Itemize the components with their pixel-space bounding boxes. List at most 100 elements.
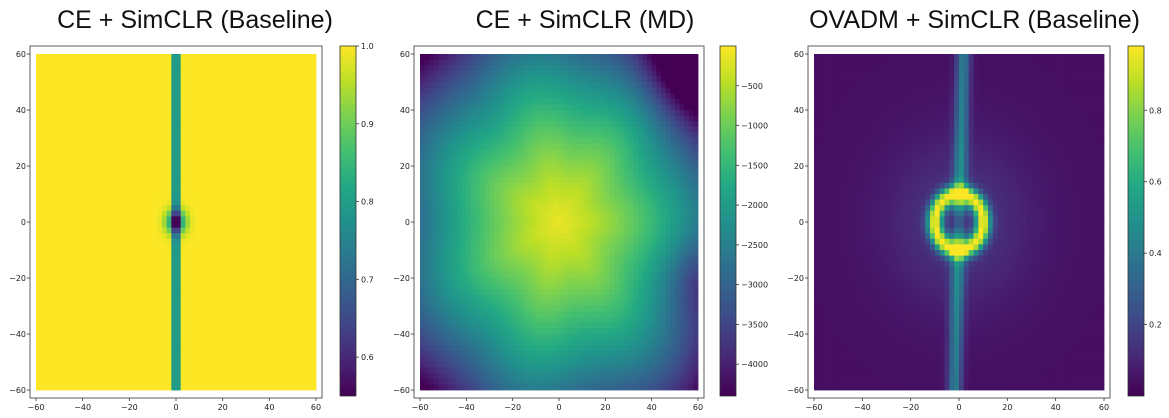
heatmap-cell bbox=[545, 70, 551, 77]
heatmap-cell bbox=[684, 82, 690, 88]
heatmap-cell bbox=[120, 132, 126, 139]
heatmap-cell bbox=[521, 93, 527, 100]
heatmap-cell bbox=[176, 289, 182, 296]
heatmap-cell bbox=[110, 171, 116, 178]
heatmap-cell bbox=[684, 93, 690, 100]
heatmap-cell bbox=[591, 126, 597, 133]
heatmap-cell bbox=[628, 110, 634, 116]
heatmap-cell bbox=[176, 65, 182, 72]
heatmap-cell bbox=[152, 283, 158, 290]
heatmap-cell bbox=[54, 238, 60, 245]
heatmap-cell bbox=[241, 261, 247, 268]
heatmap-cell bbox=[246, 328, 252, 335]
heatmap-cell bbox=[596, 171, 602, 178]
heatmap-cell bbox=[605, 65, 611, 72]
heatmap-cell bbox=[204, 255, 210, 262]
heatmap-cell bbox=[68, 182, 74, 189]
heatmap-cell bbox=[438, 59, 444, 66]
heatmap-cell bbox=[138, 110, 144, 116]
heatmap-cell bbox=[568, 98, 574, 105]
x-tick-label: −40 bbox=[74, 403, 91, 412]
heatmap-cell bbox=[185, 300, 191, 307]
heatmap-cell bbox=[246, 121, 252, 128]
heatmap-cell bbox=[124, 177, 130, 184]
heatmap-cell bbox=[110, 216, 116, 223]
heatmap-cell bbox=[292, 294, 298, 301]
heatmap-cell bbox=[255, 121, 261, 128]
heatmap-cell bbox=[288, 250, 294, 256]
heatmap-cell bbox=[213, 82, 219, 88]
heatmap-cell bbox=[288, 334, 294, 340]
heatmap-cell bbox=[152, 59, 158, 66]
heatmap-cell bbox=[218, 194, 224, 200]
heatmap-cell bbox=[241, 76, 247, 83]
heatmap-cell bbox=[227, 362, 233, 368]
heatmap-cell bbox=[605, 166, 611, 172]
heatmap-cell bbox=[185, 59, 191, 66]
heatmap-cell bbox=[461, 59, 467, 66]
heatmap-cell bbox=[190, 306, 196, 312]
heatmap-cell bbox=[508, 126, 514, 133]
heatmap-cell bbox=[222, 70, 228, 77]
heatmap-cell bbox=[171, 345, 177, 352]
heatmap-cell bbox=[559, 115, 565, 122]
heatmap-cell bbox=[236, 87, 242, 94]
heatmap-cell bbox=[204, 294, 210, 301]
heatmap-cell bbox=[106, 210, 112, 217]
heatmap-cell bbox=[470, 166, 476, 172]
heatmap-cell bbox=[568, 171, 574, 178]
heatmap-cell bbox=[218, 70, 224, 77]
heatmap-cell bbox=[213, 194, 219, 200]
heatmap-cell bbox=[297, 104, 303, 111]
heatmap-cell bbox=[302, 255, 308, 262]
heatmap-cell bbox=[204, 182, 210, 189]
heatmap-cell bbox=[311, 210, 317, 217]
heatmap-cell bbox=[433, 87, 439, 94]
heatmap-cell bbox=[143, 160, 149, 167]
heatmap-cell bbox=[274, 261, 280, 268]
heatmap-cell bbox=[73, 138, 79, 144]
heatmap-cell bbox=[120, 188, 126, 195]
heatmap-cell bbox=[269, 244, 275, 251]
heatmap-cell bbox=[457, 138, 463, 144]
heatmap-cell bbox=[545, 166, 551, 172]
heatmap-cell bbox=[568, 154, 574, 161]
heatmap-cell bbox=[433, 132, 439, 139]
heatmap-cell bbox=[241, 104, 247, 111]
heatmap-cell bbox=[166, 194, 172, 200]
heatmap-cell bbox=[73, 171, 79, 178]
heatmap-cell bbox=[545, 143, 551, 150]
heatmap-cell bbox=[152, 289, 158, 296]
heatmap-cell bbox=[292, 350, 298, 357]
heatmap-cell bbox=[208, 345, 214, 352]
heatmap-cell bbox=[171, 115, 177, 122]
heatmap-cell bbox=[311, 98, 317, 105]
heatmap-cell bbox=[665, 82, 671, 88]
heatmap-cell bbox=[461, 166, 467, 172]
heatmap-cell bbox=[232, 87, 238, 94]
heatmap-cell bbox=[124, 266, 130, 273]
heatmap-cell bbox=[260, 384, 266, 391]
heatmap-cell bbox=[36, 311, 42, 318]
heatmap-cell bbox=[637, 115, 643, 122]
heatmap-cell bbox=[642, 121, 648, 128]
heatmap-cell bbox=[185, 322, 191, 329]
heatmap-cell bbox=[642, 76, 648, 83]
heatmap-cell bbox=[283, 110, 289, 116]
heatmap-cell bbox=[420, 104, 426, 111]
heatmap-cell bbox=[420, 160, 426, 167]
heatmap-cell bbox=[222, 188, 228, 195]
heatmap-cell bbox=[572, 98, 578, 105]
heatmap-cell bbox=[124, 205, 130, 212]
heatmap-cell bbox=[470, 138, 476, 144]
heatmap-cell bbox=[68, 238, 74, 245]
heatmap-cell bbox=[232, 132, 238, 139]
heatmap-cell bbox=[517, 59, 523, 66]
heatmap-cell bbox=[521, 54, 527, 60]
heatmap-cell bbox=[199, 182, 205, 189]
heatmap-cell bbox=[73, 98, 79, 105]
heatmap-cell bbox=[36, 76, 42, 83]
heatmap-cell bbox=[96, 171, 102, 178]
heatmap-cell bbox=[204, 367, 210, 374]
heatmap-cell bbox=[470, 115, 476, 122]
